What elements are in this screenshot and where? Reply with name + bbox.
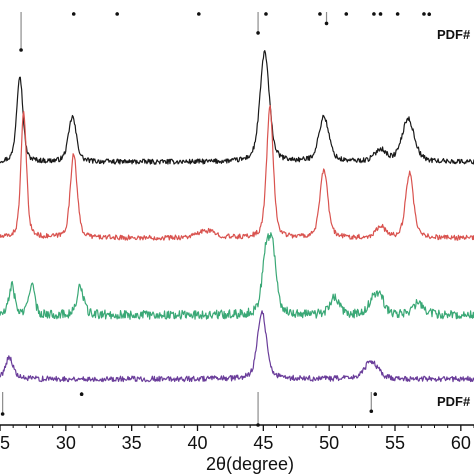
ref-top-marker-13 (422, 12, 426, 16)
x-tick-label-45: 45 (253, 433, 273, 453)
ref-top-marker-10 (372, 12, 376, 16)
ref-top-marker-2 (71, 12, 76, 16)
ref-bottom-marker-5 (373, 392, 378, 397)
ref-top-marker-4 (197, 12, 201, 16)
x-tick-label-60: 60 (451, 433, 471, 453)
series-group (0, 50, 474, 383)
ref-top-marker-6 (264, 12, 268, 16)
x-axis-ticks: 25 30 35 40 45 50 55 60 (0, 425, 474, 453)
series-line-4 (0, 310, 474, 383)
x-tick-label-50: 50 (319, 433, 339, 453)
x-tick-label-30: 30 (56, 433, 76, 453)
ref-top-marker-1 (19, 48, 23, 52)
ref-top-marker-11 (378, 12, 383, 16)
reference-pattern-top (19, 12, 432, 52)
ref-bottom-marker-1 (0, 412, 5, 416)
series-line-2 (0, 105, 474, 241)
ref-label-top: PDF# (437, 27, 471, 42)
ref-bottom-marker-4 (369, 409, 374, 414)
x-tick-label-40: 40 (187, 433, 207, 453)
ref-top-marker-3 (115, 12, 119, 16)
x-tick-label-35: 35 (122, 433, 142, 453)
ref-top-marker-12 (395, 12, 400, 16)
ref-bottom-marker-2 (79, 392, 84, 397)
ref-top-marker-9 (344, 12, 349, 16)
ref-top-marker-5 (256, 31, 260, 35)
x-tick-label-55: 55 (385, 433, 405, 453)
ref-top-marker-14 (427, 12, 432, 17)
series-line-3 (0, 232, 474, 320)
ref-label-bottom: PDF# (437, 394, 471, 409)
x-axis-title: 2θ(degree) (206, 454, 294, 474)
ref-top-marker-7 (318, 12, 322, 16)
x-tick-label-25: 25 (0, 433, 10, 453)
series-line-1 (0, 50, 474, 165)
ref-top-marker-8 (324, 21, 329, 26)
